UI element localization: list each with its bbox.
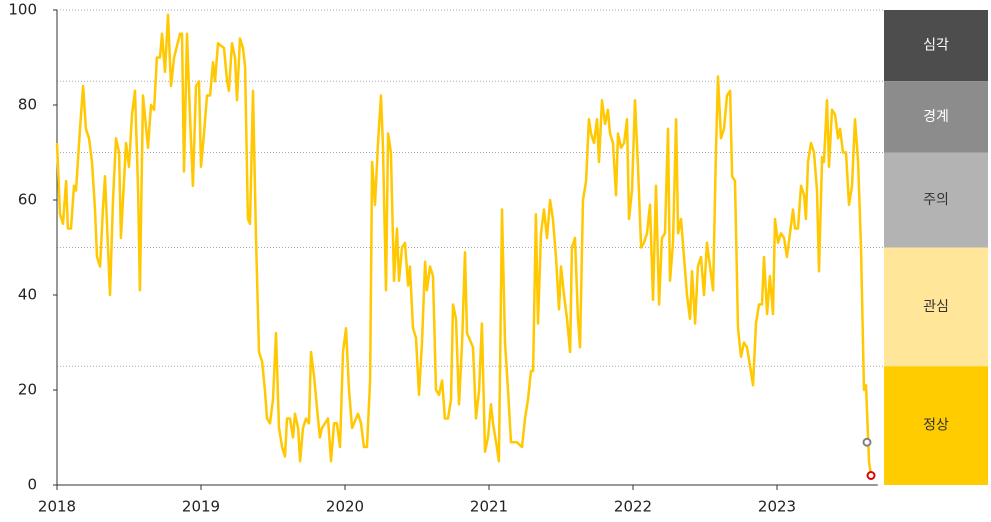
zone-band xyxy=(884,247,988,367)
data-line xyxy=(55,13,873,476)
x-tick-label: 2021 xyxy=(470,498,508,516)
zone-label: 정상 xyxy=(923,418,949,434)
end-marker xyxy=(862,437,872,447)
zone-label: 경계 xyxy=(923,109,949,125)
y-tick-label: 0 xyxy=(27,476,37,494)
zone-label: 심각 xyxy=(923,38,949,54)
x-tick-label: 2022 xyxy=(614,498,652,516)
y-tick-label: 100 xyxy=(8,1,37,19)
y-tick-label: 20 xyxy=(18,381,37,399)
zone-band xyxy=(884,10,988,82)
zone-band xyxy=(884,366,988,485)
zone-band xyxy=(884,81,988,153)
y-tick-label: 40 xyxy=(18,286,37,304)
y-tick-label: 80 xyxy=(18,96,37,114)
y-tick-label: 60 xyxy=(18,191,37,209)
zone-label: 주의 xyxy=(923,192,949,208)
x-tick-label: 2023 xyxy=(758,498,796,516)
x-tick-label: 2020 xyxy=(326,498,364,516)
end-marker xyxy=(866,471,876,480)
zone-label: 관심 xyxy=(923,299,949,315)
x-tick-label: 2019 xyxy=(182,498,220,516)
zone-band xyxy=(884,152,988,248)
x-tick-label: 2018 xyxy=(38,498,76,516)
